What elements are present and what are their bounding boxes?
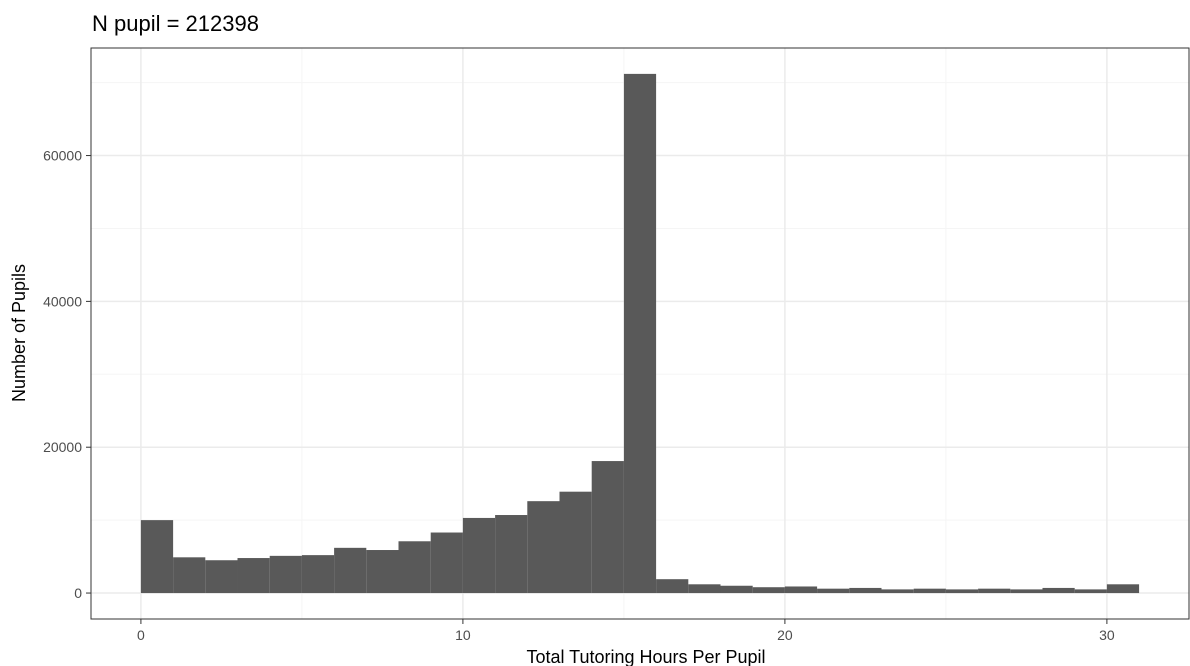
histogram-bar (462, 517, 496, 594)
histogram-bar (688, 584, 721, 594)
histogram-bar (334, 547, 367, 594)
histogram-bar (591, 461, 624, 594)
histogram-bar (1010, 589, 1043, 594)
y-tick-label: 60000 (43, 148, 82, 164)
histogram-bar (140, 520, 174, 594)
histogram-bar (817, 588, 850, 594)
histogram-bar (752, 587, 785, 594)
x-tick-label: 30 (1099, 627, 1115, 643)
histogram-bar (849, 587, 882, 594)
chart-title: N pupil = 212398 (92, 11, 259, 36)
axis-ticks: 0 10 20 30 0 20000 40000 60000 (43, 148, 1115, 643)
x-tick-label: 0 (137, 627, 145, 643)
histogram-bar (527, 501, 560, 594)
histogram-bar (1106, 584, 1140, 594)
y-tick-label: 40000 (43, 293, 82, 309)
histogram-bar (366, 550, 399, 594)
histogram-bar (978, 588, 1011, 594)
histogram-bar (430, 532, 463, 594)
histogram-bar (205, 560, 238, 594)
y-tick-label: 20000 (43, 439, 82, 455)
histogram-bar (720, 585, 753, 594)
histogram-bar (784, 586, 818, 594)
panel-border (90, 47, 1190, 620)
histogram-bar (173, 557, 206, 594)
histogram-bar (881, 589, 914, 594)
histogram-bar (1074, 589, 1107, 594)
histogram-bar (1042, 587, 1075, 594)
histogram-bar (495, 515, 528, 594)
histogram-bar (623, 73, 657, 594)
histogram-bar (656, 579, 689, 594)
histogram-bar (301, 555, 335, 594)
x-tick-label: 10 (455, 627, 471, 643)
histogram-bar (913, 588, 946, 594)
y-tick-label: 0 (74, 585, 82, 601)
histogram-bar (398, 541, 431, 594)
histogram-bar (559, 491, 592, 594)
histogram-bar (945, 589, 979, 594)
histogram-bar (237, 558, 270, 594)
x-tick-label: 20 (777, 627, 793, 643)
x-axis-title: Total Tutoring Hours Per Pupil (526, 647, 765, 666)
y-axis-title: Number of Pupils (9, 264, 29, 402)
bars (140, 73, 1140, 594)
histogram-bar (269, 555, 302, 594)
